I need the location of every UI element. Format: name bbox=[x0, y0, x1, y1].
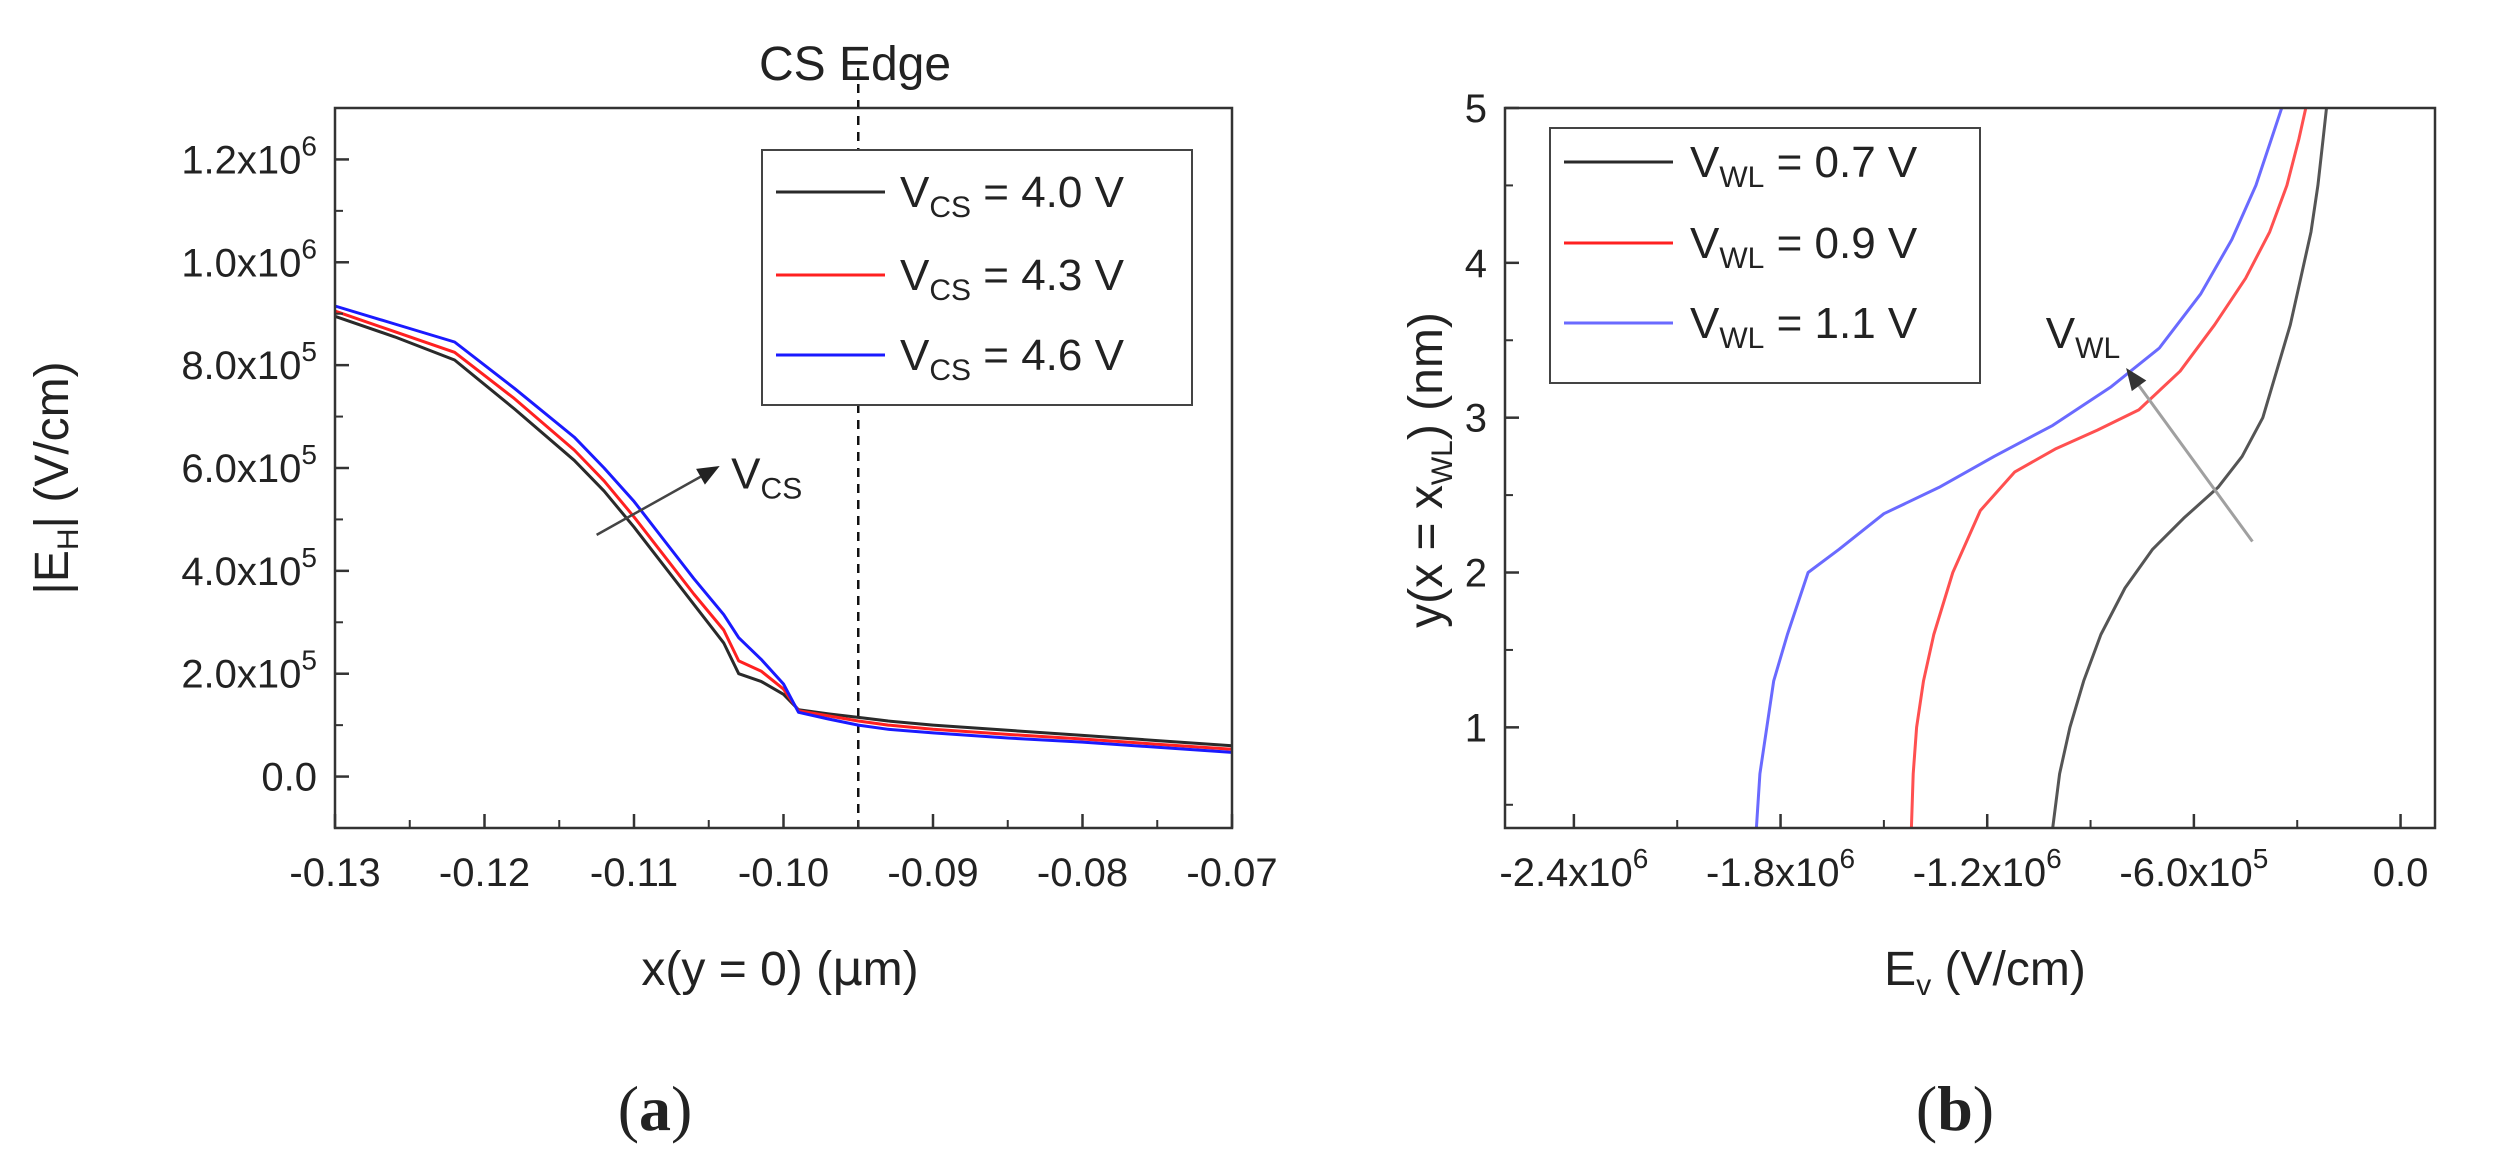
panel-b-legend-entry-2: VWL = 0.9 V bbox=[1564, 219, 1918, 275]
panel-a-x-axis-label: x(y = 0) (μm) bbox=[641, 941, 918, 997]
panel-b-vwl-annotation: VWL bbox=[2046, 309, 2254, 543]
x-tick-label: -0.09 bbox=[887, 851, 978, 895]
panel-b-legend-box bbox=[1549, 127, 1981, 384]
x-tick-label: -6.0x105 bbox=[2119, 843, 2268, 895]
panel-a-y-axis-label: |EH| (V/cm) bbox=[26, 361, 85, 594]
y-tick-label: 2.0x105 bbox=[181, 645, 317, 697]
svg-text:VCS = 4.3 V: VCS = 4.3 V bbox=[900, 251, 1125, 307]
panel-b-annotation-arrow bbox=[2127, 370, 2254, 543]
y-tick-label: 1 bbox=[1465, 706, 1487, 750]
x-tick-label: -1.8x106 bbox=[1706, 843, 1855, 895]
panel-b-label: (b) bbox=[1916, 1073, 1994, 1144]
panel-a-series-blue bbox=[334, 304, 1233, 754]
y-tick-label: 1.2x106 bbox=[181, 130, 317, 182]
panel-a-arrowhead bbox=[696, 466, 720, 485]
svg-text:VWL = 0.9 V: VWL = 0.9 V bbox=[1690, 219, 1918, 275]
panel-a-annotation-arrow bbox=[596, 466, 717, 536]
panel-a-series-red bbox=[334, 309, 1233, 751]
x-tick-label: -2.4x106 bbox=[1499, 843, 1648, 895]
panel-b-legend-entry-3: VWL = 1.1 V bbox=[1564, 299, 1918, 355]
mu-symbol: μ bbox=[832, 941, 863, 997]
y-tick-label: 8.0x105 bbox=[181, 336, 317, 388]
x-tick-label: -0.11 bbox=[590, 851, 678, 895]
y-tick-label: 3 bbox=[1465, 397, 1487, 441]
y-tick-label: 5 bbox=[1465, 87, 1487, 131]
svg-text:VCS = 4.6 V: VCS = 4.6 V bbox=[900, 331, 1125, 387]
panel-a-label: (a) bbox=[618, 1073, 693, 1144]
panel-a-series-black bbox=[334, 314, 1233, 748]
panel-a-series-layer bbox=[334, 304, 1233, 754]
y-tick-label: 6.0x105 bbox=[181, 439, 317, 491]
x-tick-label: -0.13 bbox=[289, 851, 380, 895]
svg-text:VWL = 0.7 V: VWL = 0.7 V bbox=[1690, 138, 1918, 194]
x-tick-label: -0.12 bbox=[439, 851, 530, 895]
panel-b-y-ticks: 1 2 3 4 5 bbox=[1465, 87, 1519, 806]
panel-b-series-black bbox=[2051, 107, 2328, 829]
x-tick-label: -0.08 bbox=[1037, 851, 1128, 895]
y-tick-label: 4 bbox=[1465, 242, 1487, 286]
y-tick-label: 2 bbox=[1465, 552, 1487, 596]
x-tick-label: -0.10 bbox=[738, 851, 829, 895]
panel-a-title: CS Edge bbox=[759, 38, 951, 91]
panel-b-arrowhead bbox=[2126, 368, 2147, 392]
panel-b-x-ticks: -2.4x106 -1.8x106 -1.2x106 -6.0x105 0.0 bbox=[1499, 814, 2428, 895]
panel-a-legend-entry-2: VCS = 4.3 V bbox=[776, 251, 1125, 307]
y-tick-label: 1.0x106 bbox=[181, 233, 317, 285]
panel-b-series-blue bbox=[1754, 107, 2284, 829]
panel-a-annotation-label: VCS bbox=[731, 450, 802, 506]
svg-text:VWL = 1.1 V: VWL = 1.1 V bbox=[1690, 299, 1918, 355]
panel-a-legend-entry-1: VCS = 4.0 V bbox=[776, 168, 1125, 224]
panel-b-y-axis-label: y(x = xWL) (nm) bbox=[1400, 312, 1459, 628]
panel-a-chart: -0.13 -0.12 -0.11 -0.10 -0.09 -0.08 -0.07 0.0 2… bbox=[26, 38, 1278, 1144]
panel-b-x-axis-label: Ev (V/cm) bbox=[1884, 943, 2086, 1002]
panel-b-legend-entry-1: VWL = 0.7 V bbox=[1564, 138, 1918, 194]
panel-b-chart: -2.4x106 -1.8x106 -1.2x106 -6.0x105 0.0 1 2 3 4… bbox=[1400, 87, 2437, 1144]
panel-a-x-ticks: -0.13 -0.12 -0.11 -0.10 -0.09 -0.08 -0.07 bbox=[289, 814, 1278, 895]
panel-a-y-ticks: 0.0 2.0x105 4.0x105 6.0x105 8.0x105 1.0x106 1.… bbox=[181, 130, 349, 800]
panel-b-series-red bbox=[1909, 107, 2308, 829]
x-tick-label: -1.2x106 bbox=[1913, 843, 2062, 895]
y-tick-label: 0.0 bbox=[261, 756, 317, 800]
panel-a-legend: VCS = 4.0 V VCS = 4.3 V VCS = 4.6 V bbox=[761, 149, 1193, 406]
y-tick-label: 4.0x105 bbox=[181, 542, 317, 594]
panel-b-series-layer bbox=[1754, 107, 2328, 829]
panel-b-legend: VWL = 0.7 V VWL = 0.9 V VWL = 1.1 V bbox=[1549, 127, 1981, 384]
panel-a-legend-entry-3: VCS = 4.6 V bbox=[776, 331, 1125, 387]
svg-text:VCS = 4.0 V: VCS = 4.0 V bbox=[900, 168, 1125, 224]
panel-b-plot-frame bbox=[1503, 106, 2437, 830]
x-tick-label: 0.0 bbox=[2373, 851, 2429, 895]
panel-a-vcs-annotation: VCS bbox=[596, 450, 802, 536]
panel-b-annotation-label: VWL bbox=[2046, 309, 2120, 365]
x-tick-label: -0.07 bbox=[1186, 851, 1277, 895]
